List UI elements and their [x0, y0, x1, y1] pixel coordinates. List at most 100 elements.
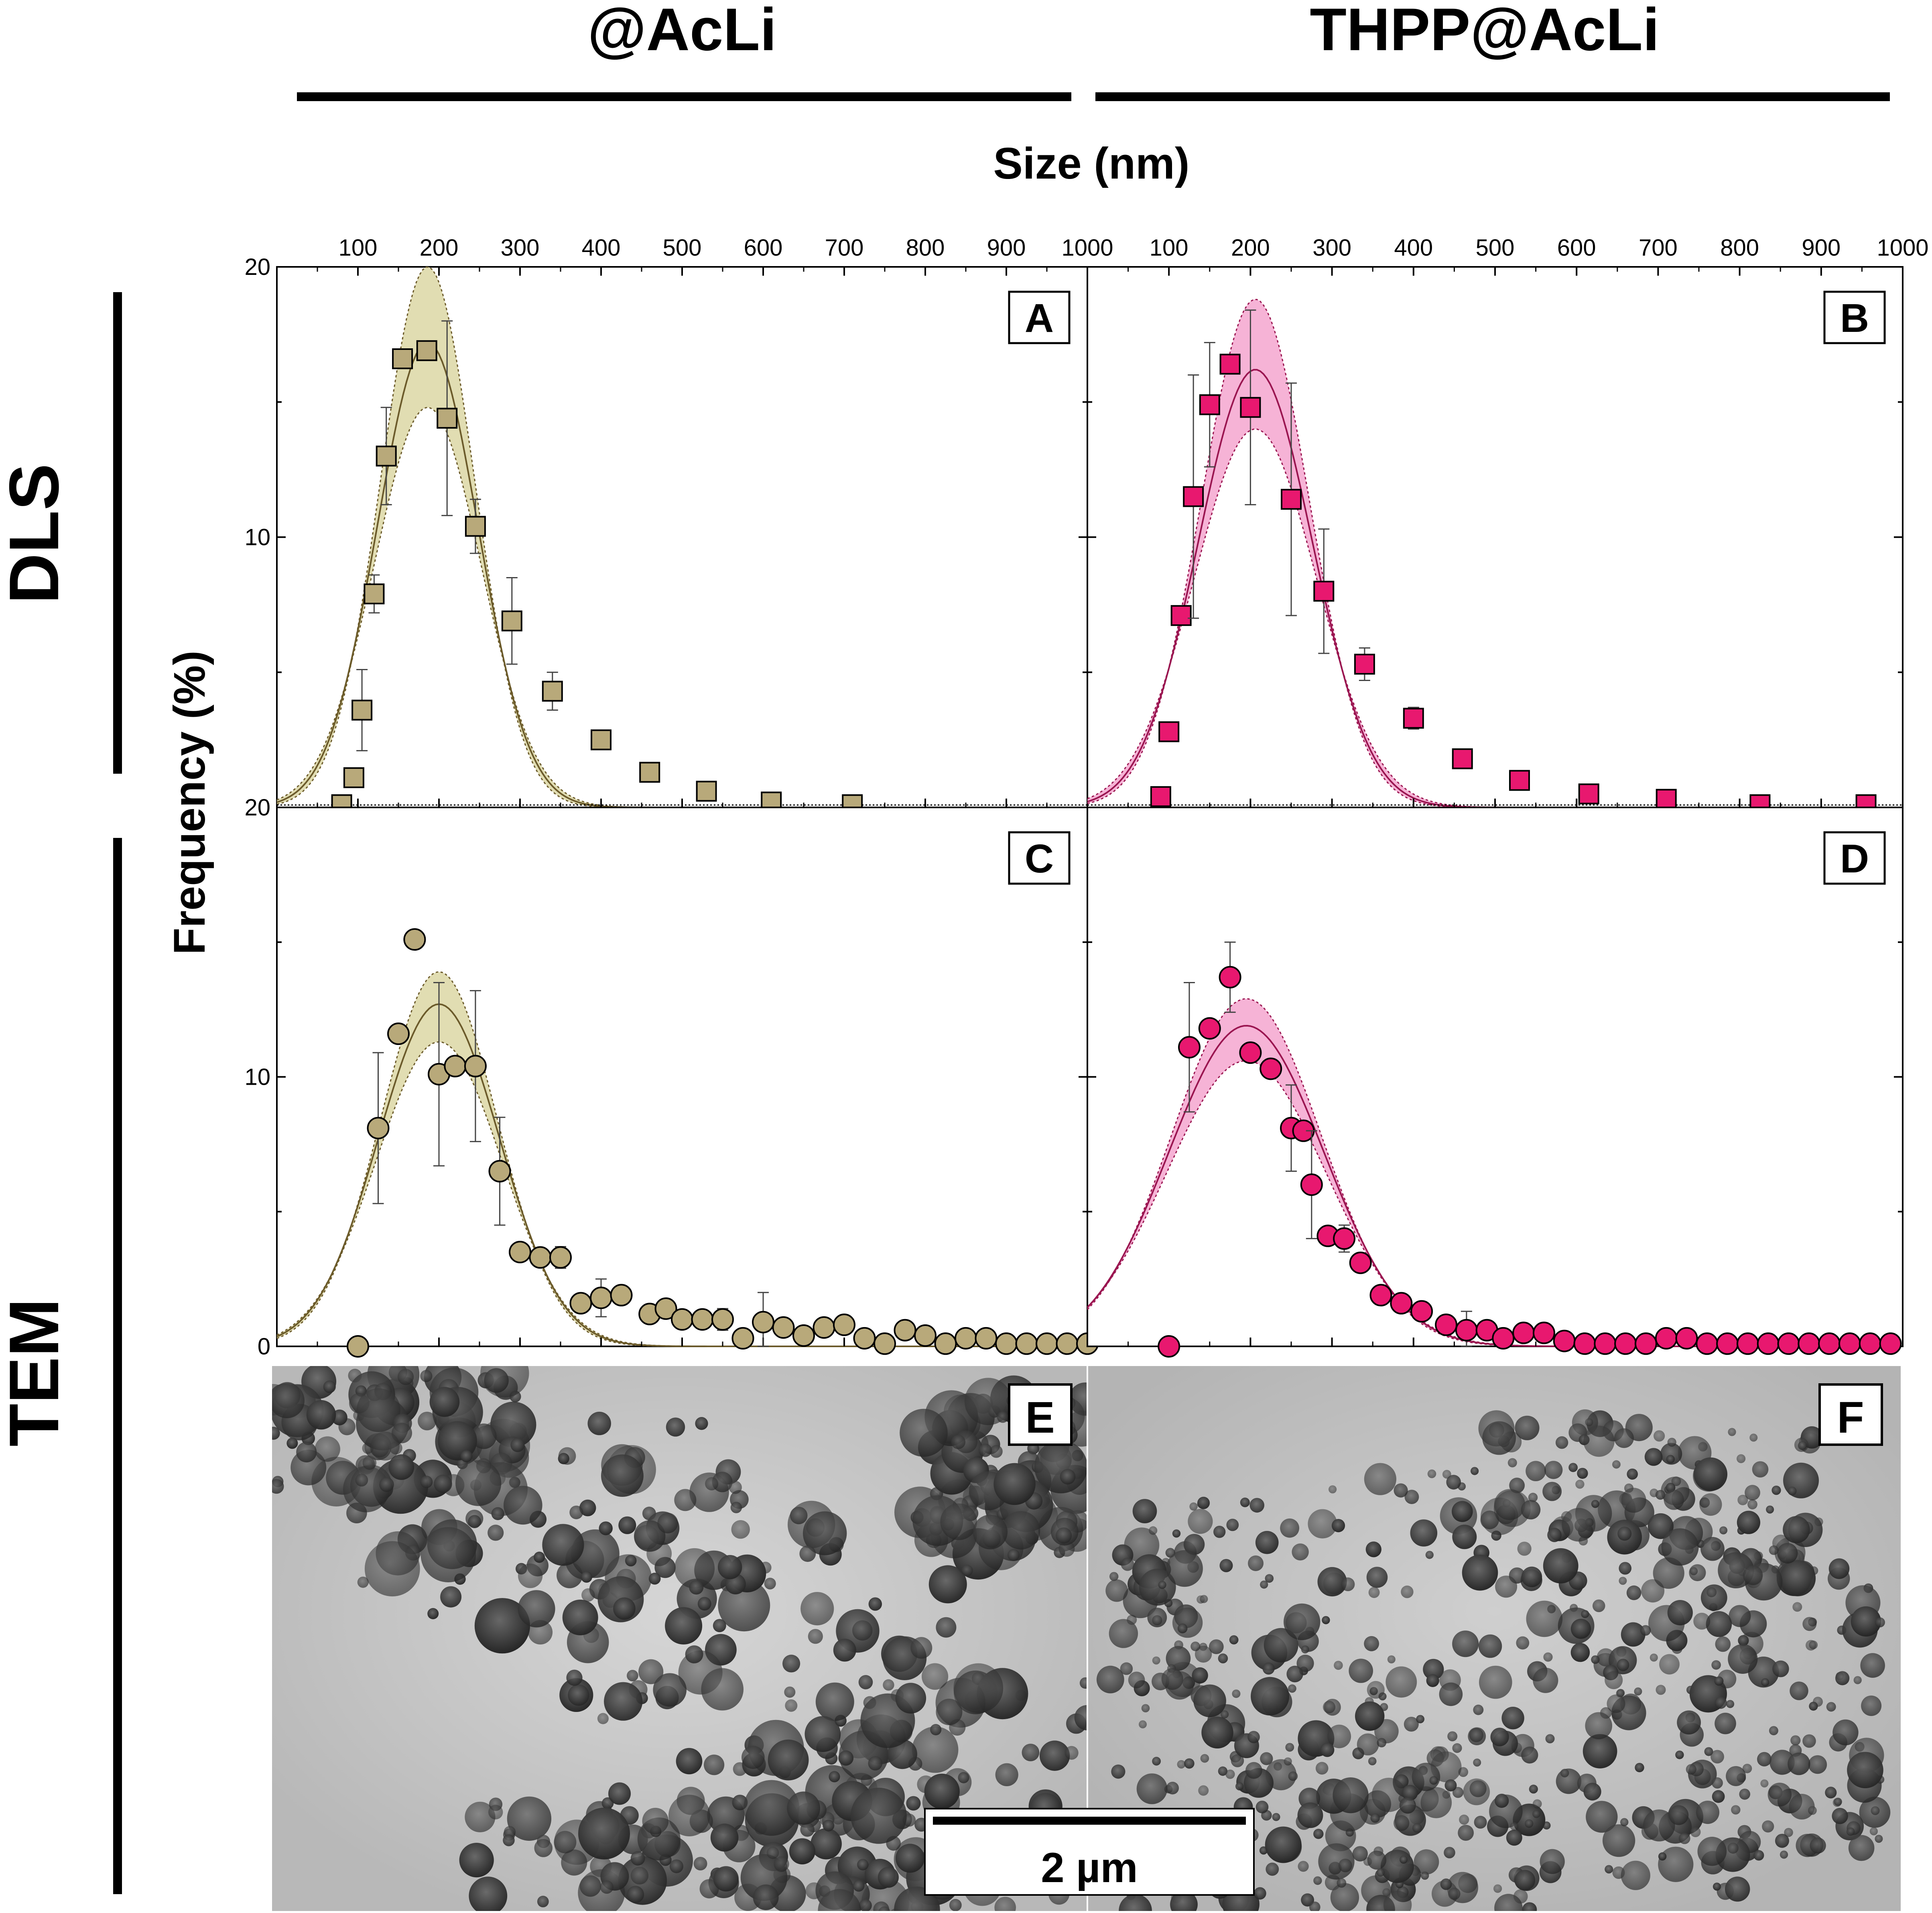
particle — [569, 1505, 583, 1519]
particle — [1659, 1654, 1680, 1675]
particle — [1313, 1829, 1324, 1839]
data-point — [1219, 354, 1241, 375]
particle — [1671, 1476, 1681, 1486]
particle — [1231, 1754, 1244, 1767]
x-tick-label: 1000 — [1877, 235, 1928, 261]
particle — [1790, 1681, 1808, 1700]
x-tick-label: 400 — [1394, 235, 1433, 261]
particle — [1367, 1850, 1386, 1870]
x-tick-label: 900 — [987, 235, 1026, 261]
particle — [364, 1541, 420, 1597]
particle — [581, 1588, 595, 1602]
particle — [1288, 1771, 1298, 1781]
particle — [669, 1859, 683, 1873]
particle — [1544, 1461, 1563, 1479]
particle — [1543, 1548, 1579, 1584]
particle — [668, 1795, 710, 1836]
particle — [1619, 1577, 1627, 1585]
data-point — [403, 928, 426, 951]
particle — [1474, 1815, 1487, 1829]
particle — [1591, 1500, 1599, 1508]
particle — [630, 1851, 645, 1866]
particle — [1323, 1701, 1336, 1714]
particle — [1686, 1764, 1696, 1775]
particle — [455, 1460, 502, 1506]
particle — [803, 1511, 847, 1555]
particle — [1592, 1599, 1605, 1612]
particle — [1737, 1494, 1748, 1505]
y-tick-label: 0 — [258, 1334, 270, 1360]
particle — [657, 1513, 678, 1533]
particle — [1141, 1704, 1150, 1713]
particle — [815, 1682, 854, 1721]
data-point — [853, 1327, 876, 1350]
row-header-dls: DLS — [0, 464, 73, 604]
particle — [1802, 1734, 1816, 1748]
particle — [1253, 1887, 1266, 1900]
panel-label-d: D — [1840, 836, 1869, 881]
data-point — [1798, 1332, 1820, 1355]
data-point — [1183, 486, 1204, 507]
data-point — [1614, 1332, 1637, 1355]
particle — [1255, 1801, 1269, 1813]
panel-label-e: E — [1025, 1393, 1054, 1442]
particle — [1667, 1437, 1676, 1447]
data-point — [387, 1023, 410, 1045]
col-bar-thpp — [1095, 92, 1890, 101]
data-point — [914, 1324, 937, 1347]
particle — [995, 1763, 1018, 1786]
particle — [1810, 1837, 1826, 1854]
data-point — [1369, 1284, 1392, 1307]
particle — [1158, 1581, 1166, 1589]
particle — [1394, 1815, 1410, 1831]
particle — [1364, 1636, 1379, 1651]
data-point — [488, 1160, 511, 1183]
particle — [1612, 1460, 1621, 1469]
particle — [1634, 1687, 1642, 1695]
particle — [315, 1436, 340, 1462]
particle — [1056, 1527, 1072, 1544]
particle — [1617, 1659, 1629, 1671]
particle — [468, 1515, 481, 1529]
particle — [804, 1716, 841, 1752]
particle — [695, 1417, 708, 1430]
particle — [1607, 1694, 1625, 1713]
particle — [811, 1828, 842, 1860]
particle — [1666, 1455, 1675, 1464]
data-point — [376, 445, 397, 467]
data-point — [1150, 786, 1171, 807]
particle — [940, 1503, 977, 1540]
particle — [542, 1524, 584, 1566]
particle — [434, 1474, 452, 1493]
particle — [1404, 1717, 1419, 1732]
data-point — [1573, 1332, 1596, 1355]
data-point — [1036, 1332, 1058, 1355]
particle — [1743, 1565, 1763, 1585]
data-point — [1056, 1332, 1079, 1355]
particle — [718, 1555, 742, 1580]
particle — [1644, 1448, 1663, 1466]
particle — [851, 1787, 907, 1844]
particle — [1664, 1490, 1684, 1510]
particle — [1284, 1603, 1321, 1641]
x-tick-label: 200 — [420, 235, 459, 261]
x-tick-label: 900 — [1802, 235, 1841, 261]
particle — [1757, 1752, 1772, 1767]
particle — [638, 1659, 664, 1684]
particle — [356, 1388, 400, 1432]
particle — [823, 1819, 835, 1832]
x-tick-label: 800 — [1720, 235, 1759, 261]
data-point — [1509, 770, 1530, 791]
particle — [1694, 1457, 1727, 1491]
particle — [1809, 1641, 1818, 1649]
x-tick-label: 600 — [744, 235, 783, 261]
particle — [1065, 1746, 1079, 1760]
particle — [504, 1486, 542, 1525]
data-point — [955, 1327, 977, 1350]
particle — [1386, 1666, 1417, 1698]
panel-d-tem-thpp: D — [1087, 807, 1904, 1358]
particle — [1769, 1545, 1779, 1555]
particle — [1109, 1572, 1119, 1581]
particle — [518, 1590, 555, 1628]
particle — [421, 1527, 476, 1583]
